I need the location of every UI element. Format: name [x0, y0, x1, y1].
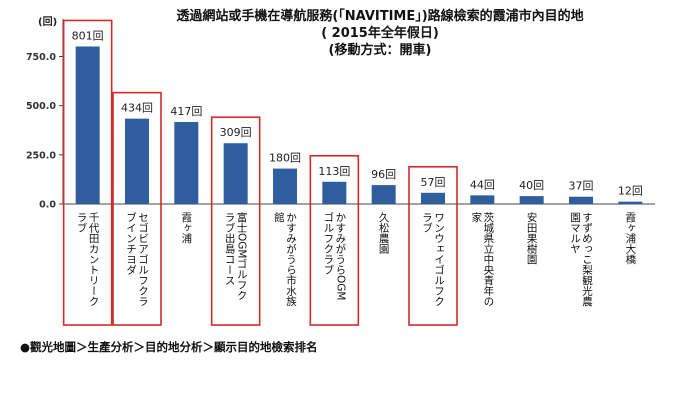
- y-axis-unit-label: (回): [38, 17, 58, 28]
- highlight-box: [112, 91, 162, 326]
- x-tick-label: すずめっこ梨観光農: [581, 212, 593, 307]
- chart-title-block: 透過網站或手機在導航服務(「NAVITIME」)路線檢索的霞浦市內目的地 ( 2…: [170, 8, 590, 59]
- bar: [75, 46, 100, 204]
- data-label: 434回: [121, 102, 153, 115]
- bar: [470, 195, 495, 204]
- x-tick-label: ブインチヨダ: [125, 211, 137, 275]
- y-tick-label: 500.0: [26, 101, 56, 112]
- highlight-box: [408, 165, 458, 326]
- x-tick-label: かすみがうらOGM: [334, 212, 346, 300]
- chart-subtitle: ( 2015年全年假日): [321, 26, 439, 41]
- x-tick-label: ワンウェイゴルフク: [433, 212, 445, 307]
- x-tick-label: ラブ出島コース: [224, 212, 236, 286]
- bar: [618, 201, 643, 204]
- footer-breadcrumb: ●觀光地圖＞生產分析＞目的地分析＞顯示目的地檢索排名: [20, 340, 318, 354]
- x-tick-label: 久松農園: [378, 212, 390, 255]
- chart-title: 透過網站或手機在導航服務(「NAVITIME」)路線檢索的霞浦市內目的地: [176, 9, 584, 24]
- bar: [421, 192, 445, 204]
- data-label: 309回: [220, 126, 252, 139]
- data-label: 12回: [618, 185, 643, 198]
- bar: [569, 196, 593, 204]
- data-label: 113回: [318, 165, 350, 178]
- chart-subtitle-mode: (移動方式：開車): [328, 43, 432, 58]
- bar: [223, 143, 248, 204]
- bar: [125, 118, 149, 204]
- x-tick-label: 茨城県立中央青年の: [482, 211, 494, 306]
- x-tick-label: 富士OGMゴルフク: [236, 211, 248, 300]
- bar: [273, 168, 297, 204]
- y-tick-label: 750.0: [26, 52, 56, 63]
- bar: [322, 181, 347, 204]
- data-label: 44回: [470, 178, 495, 191]
- data-label: 96回: [371, 168, 396, 181]
- y-tick-label: 0.0: [39, 200, 56, 211]
- data-label: 417回: [170, 105, 202, 118]
- highlight-box: [309, 154, 360, 326]
- bar: [371, 185, 396, 204]
- data-label: 40回: [519, 179, 544, 192]
- highlight-box: [210, 116, 261, 326]
- data-label: 57回: [421, 176, 446, 189]
- x-tick-label: 安田果樹園: [526, 211, 538, 265]
- data-label: 801回: [72, 29, 104, 42]
- x-tick-label: 霞ヶ浦大橋: [624, 212, 636, 265]
- bar: [519, 196, 544, 204]
- x-tick-label: ラブ: [76, 212, 88, 233]
- data-label: 37回: [569, 180, 594, 193]
- bar: [174, 121, 199, 204]
- x-tick-label: ゴルフクラブ: [322, 211, 334, 275]
- data-label: 180回: [269, 152, 301, 165]
- x-tick-label: かすみがうら市水族: [285, 212, 297, 307]
- x-tick-label: 霞ヶ浦: [180, 212, 192, 244]
- x-tick-label: セゴビアゴルフクラ: [137, 212, 149, 307]
- x-tick-label: 千代田カントリーク: [88, 212, 100, 307]
- y-tick-label: 250.0: [26, 150, 56, 161]
- highlight-box: [62, 19, 113, 326]
- x-tick-label: 園マルヤ: [569, 212, 581, 254]
- x-tick-label: 館: [273, 211, 285, 223]
- x-tick-label: 家: [470, 211, 482, 222]
- x-tick-label: ラブ: [421, 212, 433, 233]
